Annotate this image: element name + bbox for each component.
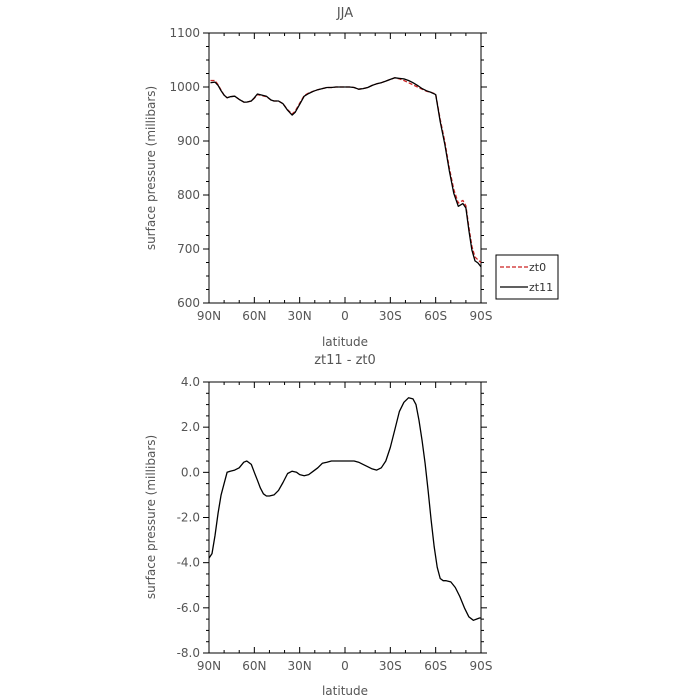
- top-y-tick-label: 800: [177, 188, 200, 202]
- top-x-tick-label: 0: [341, 309, 349, 323]
- top-plot-frame: [208, 32, 482, 304]
- top-series-line-zt11: [210, 77, 482, 268]
- bottom-x-tick-label: 30N: [288, 659, 312, 673]
- bottom-tick-group: 90N 60N 30N 0 30S 60S 90S -8.0 -6.0 -4.0 -2.0 0.0 2.…: [177, 375, 493, 673]
- legend: zt0 zt11: [495, 254, 559, 300]
- legend-label-zt0: zt0: [529, 261, 546, 274]
- bottom-series-group: [208, 397, 481, 621]
- top-chart-title: JJA: [336, 6, 353, 21]
- top-x-tick-label: 60N: [242, 309, 266, 323]
- bottom-y-tick-label: -6.0: [177, 601, 200, 615]
- top-x-tick-label: 90S: [470, 309, 493, 323]
- legend-box: [495, 254, 559, 300]
- bottom-x-tick-label: 30S: [379, 659, 402, 673]
- bottom-chart-title: zt11 - zt0: [314, 353, 376, 368]
- top-x-tick-label: 90N: [197, 309, 221, 323]
- bottom-plot-frame: [208, 381, 482, 654]
- top-y-tick-label: 900: [177, 134, 200, 148]
- top-y-tick-label: 600: [177, 296, 200, 310]
- bottom-y-tick-label: -8.0: [177, 646, 200, 660]
- bottom-y-tick-label: 4.0: [181, 375, 200, 389]
- top-y-tick-label: 700: [177, 242, 200, 256]
- legend-label-zt11: zt11: [529, 281, 553, 294]
- bottom-x-tick-label: 60S: [424, 659, 447, 673]
- bottom-x-axis-label: latitude: [322, 684, 368, 698]
- bottom-x-tick-label: 90S: [470, 659, 493, 673]
- bottom-y-tick-label: -2.0: [177, 511, 200, 525]
- panel-top: JJA 90N 60N 30N 0 30S 60S 90S 600 700 800 900 1000 1…: [144, 6, 559, 349]
- bottom-y-tick-label: 2.0: [181, 420, 200, 434]
- top-x-tick-label: 30N: [288, 309, 312, 323]
- top-y-axis-label: surface pressure (millibars): [144, 86, 158, 250]
- bottom-x-tick-label: 0: [341, 659, 349, 673]
- top-y-tick-label: 1000: [169, 80, 200, 94]
- bottom-series-line-series-0: [208, 397, 481, 621]
- top-x-tick-label: 60S: [424, 309, 447, 323]
- bottom-x-tick-label: 60N: [242, 659, 266, 673]
- bottom-x-tick-label: 90N: [197, 659, 221, 673]
- top-y-tick-label: 1100: [169, 26, 200, 40]
- bottom-y-axis-label: surface pressure (millibars): [144, 435, 158, 599]
- top-x-axis-label: latitude: [322, 335, 368, 349]
- top-x-tick-label: 30S: [379, 309, 402, 323]
- top-tick-group: 90N 60N 30N 0 30S 60S 90S 600 700 800 900 1000 1100: [169, 26, 492, 323]
- bottom-y-tick-label: -4.0: [177, 556, 200, 570]
- top-series-group: [210, 77, 482, 268]
- bottom-y-tick-label: 0.0: [181, 465, 200, 479]
- top-series-line-zt0: [210, 77, 482, 263]
- panel-bottom: zt11 - zt0 90N 60N 30N 0 30S 60S 90S -8.0 -6.0 -4…: [144, 353, 492, 698]
